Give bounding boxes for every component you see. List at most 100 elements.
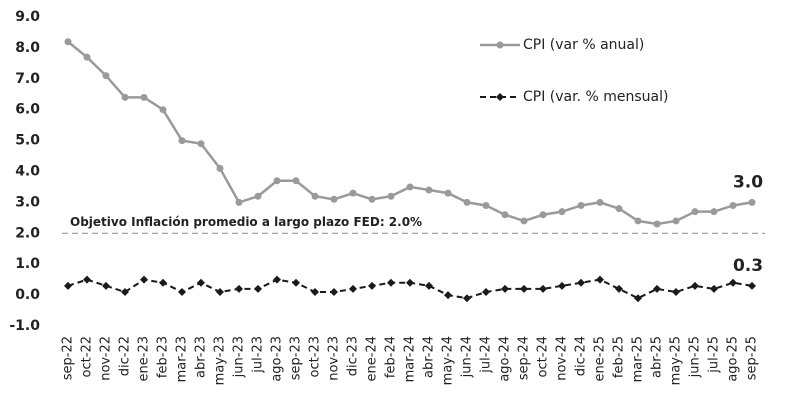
x-tick-label: sep-23 [289,336,304,380]
point [577,278,585,287]
point [729,201,737,209]
x-tick-label: nov-23 [327,336,342,381]
point [634,217,642,225]
x-tick-label: abr-25 [650,336,665,378]
point [349,284,357,293]
x-tick-label: jul-25 [707,336,722,374]
point [292,177,300,185]
point [368,195,376,203]
point [121,288,129,297]
point [710,208,718,216]
point [425,281,433,290]
y-tick-label: 3.0 [15,194,40,210]
legend-label: CPI (var % anual) [523,37,644,53]
point [653,284,661,293]
point [273,177,281,185]
point [444,291,452,300]
point [463,294,471,303]
y-tick-label: 6.0 [15,102,40,118]
point [672,288,680,297]
point [197,278,205,287]
point [178,137,186,145]
x-tick-label: jun-24 [460,336,475,378]
point [349,189,357,197]
target-label: Objetivo Inflación promedio a largo plaz… [70,215,422,229]
x-tick-label: abr-23 [194,336,209,378]
y-tick-label: 4.0 [15,164,40,180]
point [558,281,566,290]
x-tick-label: ago-23 [270,336,285,382]
y-tick-label: 9.0 [15,9,40,25]
point [710,284,718,293]
x-tick-label: oct-24 [536,336,551,377]
x-tick-label: jun-25 [688,336,703,378]
y-tick-label: 8.0 [15,40,40,56]
point [64,281,72,290]
point [368,281,376,290]
point [254,192,262,200]
x-tick-label: dic-22 [118,336,133,376]
point [520,284,528,293]
x-tick-label: nov-22 [99,336,114,381]
point [292,278,300,287]
point [254,284,262,293]
point [216,164,224,172]
point [482,201,490,209]
point [102,72,110,80]
point [596,198,604,206]
x-tick-label: mar-25 [631,336,646,382]
point [83,275,91,284]
x-tick-label: jul-24 [479,336,494,374]
x-tick-label: nov-24 [555,336,570,381]
point [634,294,642,303]
point [121,93,129,101]
x-tick-label: feb-23 [156,336,171,378]
y-tick-label: 7.0 [15,71,40,87]
legend-marker [496,93,504,101]
point [159,278,167,287]
x-tick-label: abr-24 [422,336,437,378]
series-line [67,40,753,226]
point [691,208,699,216]
point [83,53,91,61]
point [501,211,509,219]
x-tick-label: mar-24 [403,336,418,382]
legend-label: CPI (var. % mensual) [523,89,668,105]
x-tick-label: ene-24 [365,336,380,381]
x-tick-label: jul-23 [251,336,266,374]
legend-marker [496,41,504,49]
x-tick-label: sep-25 [745,336,760,380]
point [387,192,395,200]
point [273,275,281,284]
point [748,281,756,290]
x-tick-label: oct-23 [308,336,323,377]
point [729,278,737,287]
x-tick-label: jun-23 [232,336,247,378]
x-tick-label: feb-25 [612,336,627,378]
point [501,284,509,293]
point [197,140,205,148]
point [672,217,680,225]
point [64,38,72,46]
point [463,198,471,206]
y-tick-label: -1.0 [9,318,40,334]
point [311,192,319,200]
point [406,183,414,191]
annotation: 3.0 [733,172,763,192]
point [539,211,547,219]
point [425,186,433,194]
point [748,198,756,206]
point [235,198,243,206]
point [520,217,528,225]
point [102,281,110,290]
point [653,220,661,228]
x-tick-label: may-24 [441,336,456,385]
x-tick-label: may-23 [213,336,228,385]
x-tick-label: may-25 [669,336,684,385]
y-tick-label: 1.0 [15,256,40,272]
y-tick-label: 5.0 [15,133,40,149]
point [140,93,148,101]
point [615,284,623,293]
y-tick-label: 2.0 [15,225,40,241]
